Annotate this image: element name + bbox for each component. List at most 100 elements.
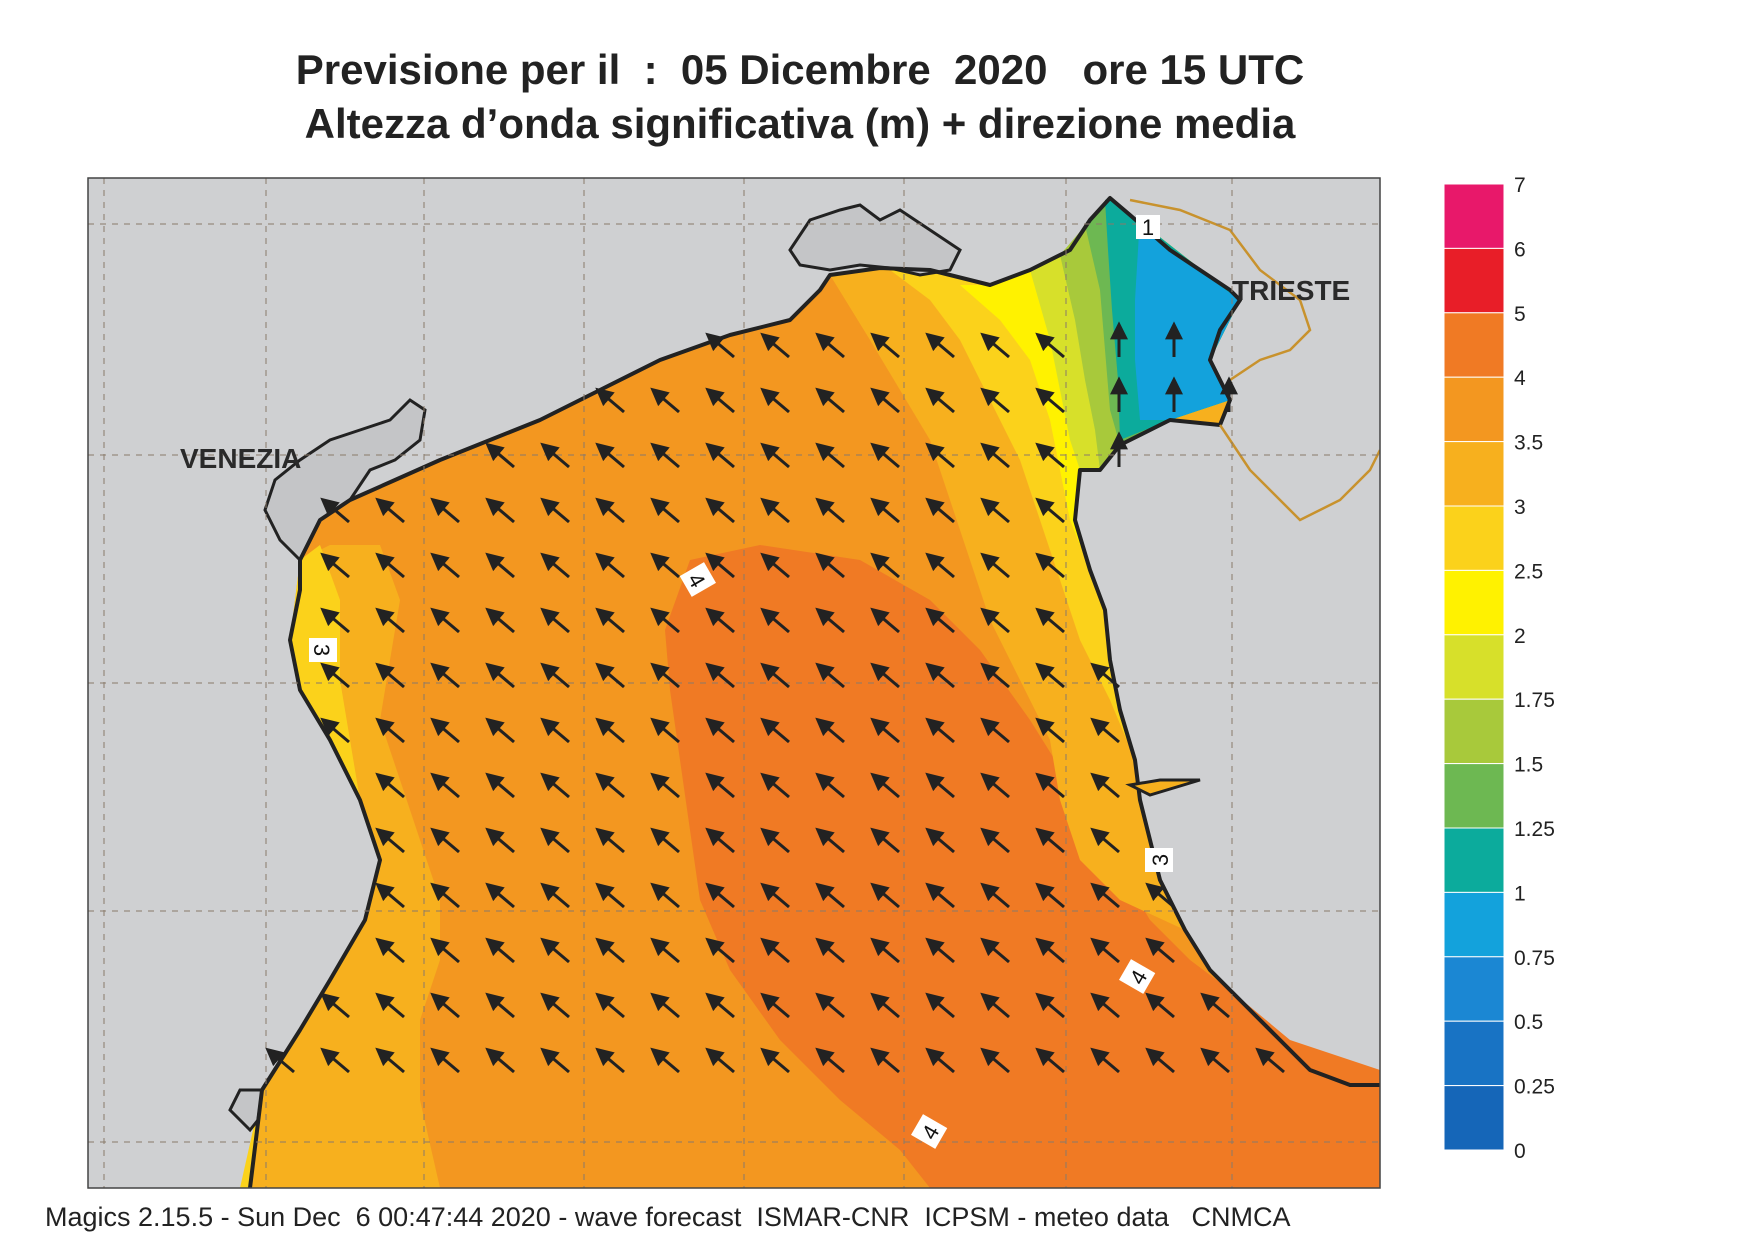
legend-label: 1.75	[1514, 689, 1555, 712]
wave-direction-arrow	[595, 387, 625, 414]
legend-label: 3	[1514, 496, 1526, 519]
wave-direction-arrow	[870, 992, 900, 1019]
wave-direction-arrow	[760, 552, 790, 579]
wave-direction-arrow	[925, 827, 955, 854]
legend-swatch	[1443, 827, 1505, 893]
legend-label: 0.75	[1514, 947, 1555, 970]
wave-direction-arrow	[540, 607, 570, 634]
wave-direction-arrow	[705, 552, 735, 579]
wave-direction-arrow	[485, 827, 515, 854]
wave-direction-arrow	[650, 497, 680, 524]
wave-direction-arrow	[760, 607, 790, 634]
lagoon-venice	[263, 398, 427, 563]
wave-direction-arrow	[760, 332, 790, 359]
wave-direction-arrow	[430, 827, 460, 854]
wave-direction-arrow	[1035, 1047, 1065, 1074]
wave-direction-arrow	[760, 772, 790, 799]
wave-direction-arrow	[760, 497, 790, 524]
wave-direction-arrow	[540, 937, 570, 964]
wave-direction-arrow	[1035, 552, 1065, 579]
legend-label: 1	[1514, 882, 1526, 905]
wave-direction-arrow	[925, 607, 955, 634]
wave-direction-arrow	[375, 552, 405, 579]
wave-direction-arrow	[815, 332, 845, 359]
legend-swatch	[1443, 634, 1505, 700]
wave-direction-arrow	[815, 882, 845, 909]
wave-direction-arrow	[375, 882, 405, 909]
legend-swatch	[1443, 1020, 1505, 1087]
wave-direction-arrow	[815, 662, 845, 689]
wave-direction-arrow	[760, 882, 790, 909]
wave-direction-arrow	[540, 1047, 570, 1074]
wave-direction-arrow	[925, 992, 955, 1019]
wave-direction-arrow	[705, 882, 735, 909]
wave-direction-arrow	[980, 607, 1010, 634]
wave-direction-arrow	[925, 442, 955, 469]
wave-direction-arrow	[870, 387, 900, 414]
wave-direction-arrow	[980, 552, 1010, 579]
wave-direction-arrow	[485, 772, 515, 799]
chart-title-line1: Previsione per il : 05 Dicembre 2020 ore…	[295, 46, 1305, 93]
wave-direction-arrow	[1035, 387, 1065, 414]
contour-label: 1	[1142, 215, 1154, 240]
wave-direction-arrow	[815, 497, 845, 524]
wave-direction-arrow	[705, 332, 735, 359]
wave-direction-arrow	[485, 552, 515, 579]
wave-direction-arrow	[375, 992, 405, 1019]
legend-label: 0.25	[1514, 1076, 1555, 1099]
wave-direction-arrow	[375, 607, 405, 634]
wave-height-zone-4plus	[665, 545, 1380, 1188]
wave-direction-arrow	[375, 717, 405, 744]
legend-label: 0	[1514, 1140, 1526, 1163]
wave-direction-arrow	[595, 937, 625, 964]
wave-direction-arrow	[815, 937, 845, 964]
wave-direction-arrow	[1090, 992, 1120, 1019]
wave-direction-arrow	[595, 882, 625, 909]
wave-direction-arrow	[1035, 827, 1065, 854]
wave-direction-arrow	[375, 662, 405, 689]
wave-direction-arrow	[870, 1047, 900, 1074]
wave-direction-arrow	[980, 992, 1010, 1019]
wave-direction-arrow	[980, 937, 1010, 964]
wave-direction-arrow	[705, 772, 735, 799]
wave-direction-arrow	[870, 607, 900, 634]
legend-swatch	[1443, 312, 1505, 378]
wave-direction-arrow	[430, 772, 460, 799]
istria-lagoon	[788, 203, 962, 277]
contour-label: 3	[309, 644, 334, 656]
wave-direction-arrow	[485, 607, 515, 634]
wave-direction-arrow	[760, 442, 790, 469]
wave-direction-arrow	[815, 552, 845, 579]
wave-direction-arrow	[1090, 772, 1120, 799]
wave-direction-arrow	[595, 497, 625, 524]
wave-direction-arrow	[870, 772, 900, 799]
wave-direction-arrow	[925, 1047, 955, 1074]
wave-direction-arrow	[870, 882, 900, 909]
contour-labels: 4 3 3 4 4 1	[309, 215, 1173, 1149]
legend-swatch	[1443, 956, 1505, 1022]
legend-label: 2	[1514, 625, 1526, 648]
wave-direction-arrow	[320, 992, 350, 1019]
wave-direction-arrow	[980, 332, 1010, 359]
wave-direction-arrow	[760, 992, 790, 1019]
wave-direction-arrow	[1090, 717, 1120, 744]
wave-direction-arrow	[870, 442, 900, 469]
wave-direction-arrow	[540, 662, 570, 689]
legend-swatch	[1443, 376, 1505, 443]
wave-direction-arrow	[705, 442, 735, 469]
wave-direction-arrow	[1145, 882, 1175, 909]
wave-direction-arrow	[705, 607, 735, 634]
wave-direction-arrow	[705, 497, 735, 524]
wave-direction-arrow	[430, 662, 460, 689]
legend-label: 0.5	[1514, 1011, 1543, 1034]
wave-direction-arrow	[540, 717, 570, 744]
legend-swatch	[1443, 763, 1505, 829]
wave-direction-arrow	[980, 387, 1010, 414]
wave-direction-arrow	[1035, 882, 1065, 909]
wave-direction-arrow	[375, 827, 405, 854]
wave-direction-arrow	[650, 442, 680, 469]
legend-swatch	[1443, 505, 1505, 571]
city-label-venezia: VENEZIA	[180, 443, 301, 474]
wave-direction-arrow	[650, 882, 680, 909]
wave-direction-arrow	[705, 1047, 735, 1074]
